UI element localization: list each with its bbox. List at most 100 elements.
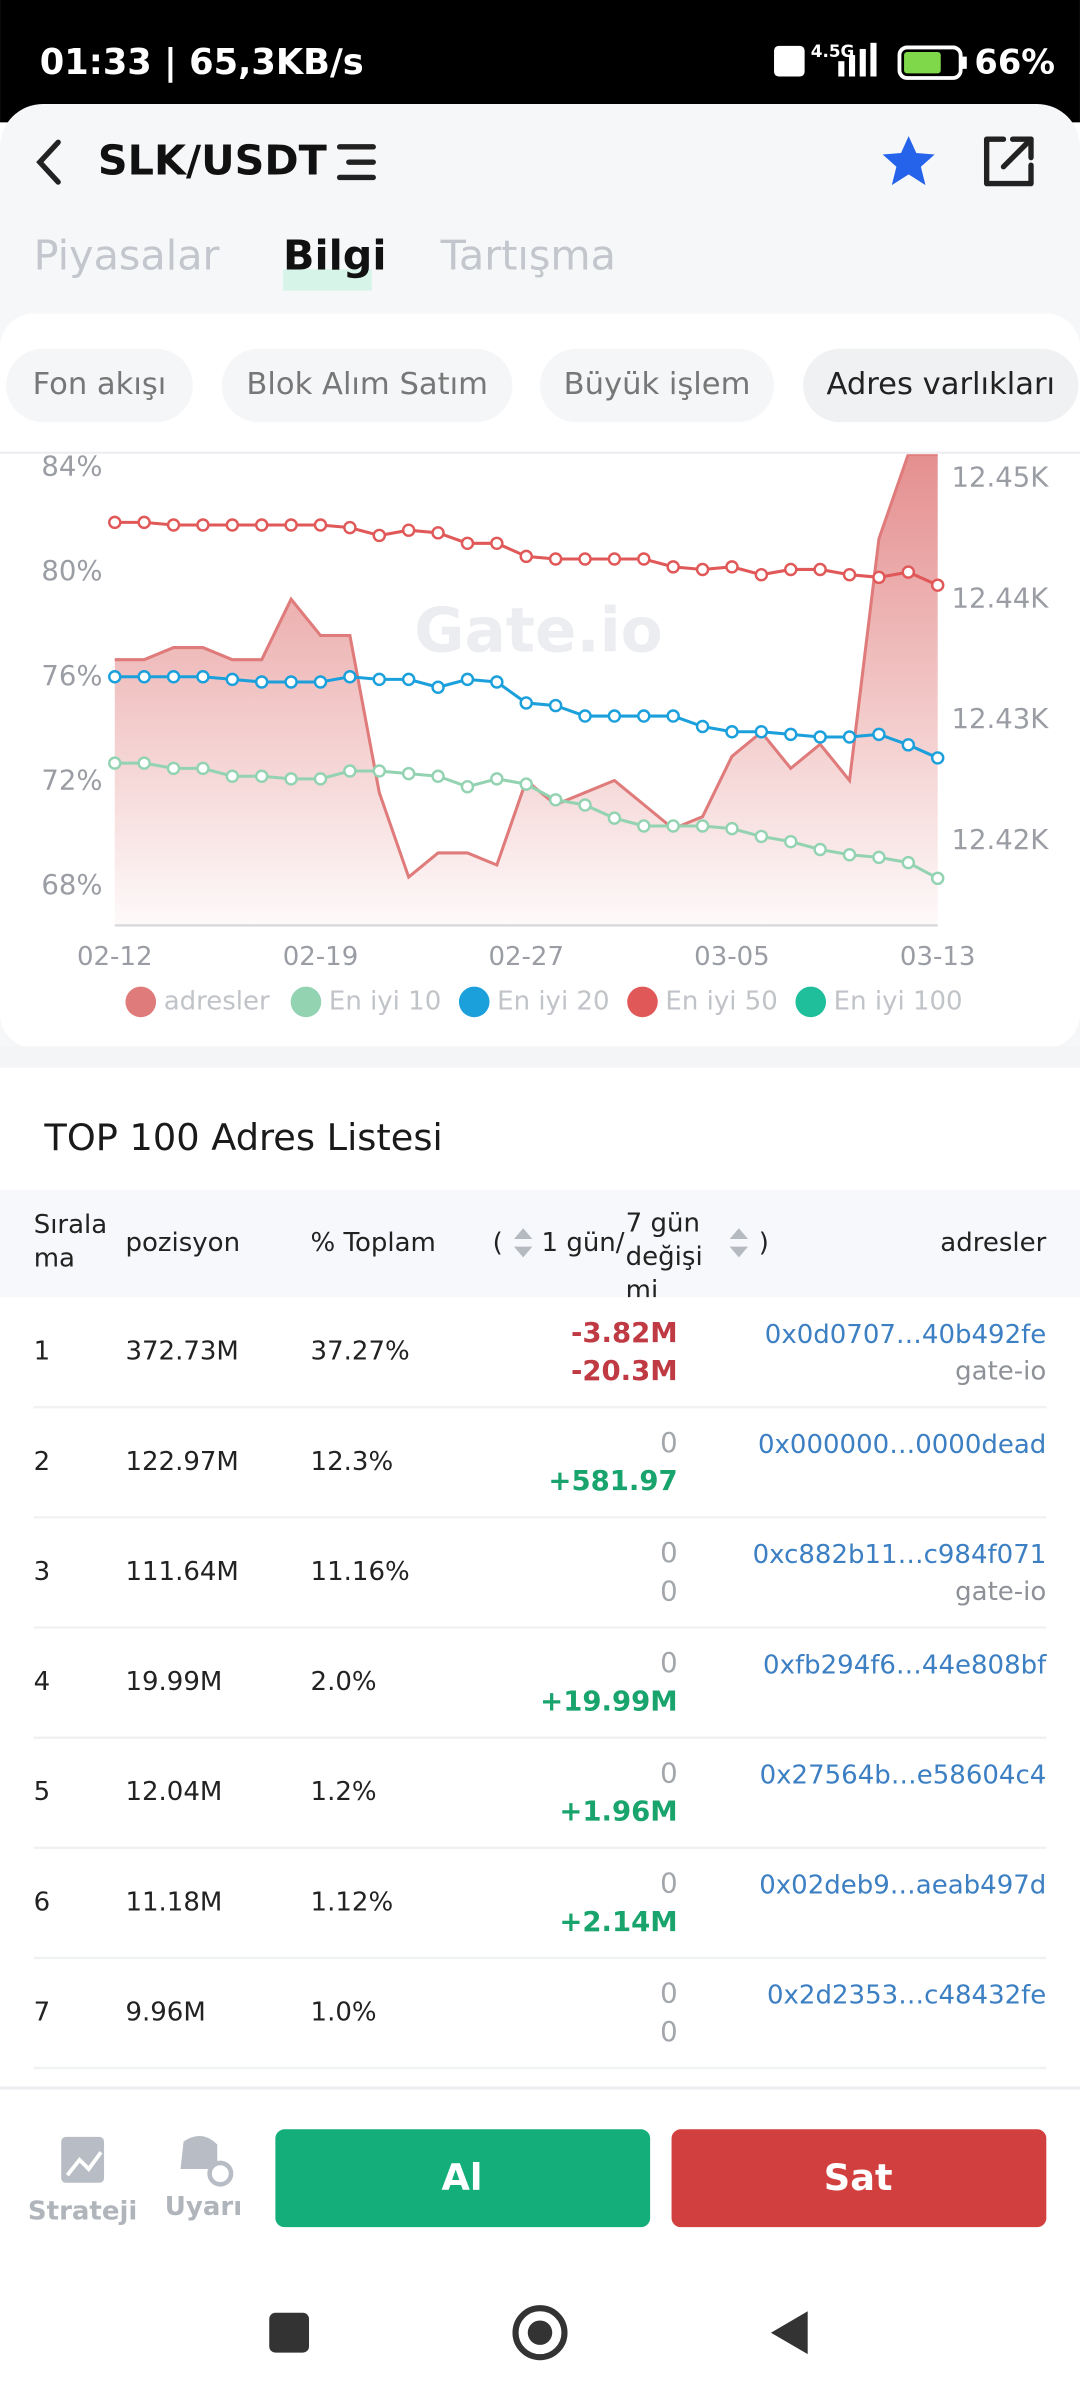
point bbox=[813, 562, 827, 577]
point bbox=[842, 730, 857, 744]
subtab[interactable]: Adres varlıkları bbox=[826, 367, 1055, 402]
legend-swatch[interactable] bbox=[290, 986, 322, 1018]
tab[interactable]: Bilgi bbox=[283, 232, 387, 280]
address[interactable]: 0x02deb9…aeab497d bbox=[759, 1871, 1046, 1901]
point bbox=[725, 560, 739, 574]
y2-tick-label: 12.44K bbox=[951, 582, 1049, 614]
point bbox=[372, 764, 387, 778]
percent: 12.3% bbox=[311, 1447, 394, 1477]
buy-label[interactable]: Al bbox=[441, 2156, 482, 2199]
nav-recents[interactable] bbox=[269, 2312, 310, 2353]
x-tick-label: 02-19 bbox=[283, 942, 359, 972]
tab[interactable]: Tartışma bbox=[440, 232, 616, 280]
point bbox=[108, 756, 122, 770]
active-tab-highlight bbox=[283, 269, 372, 291]
point bbox=[196, 761, 210, 776]
point bbox=[872, 727, 886, 742]
point bbox=[225, 518, 240, 532]
subtab[interactable]: Blok Alım Satım bbox=[246, 367, 487, 402]
address[interactable]: 0x0d0707…40b492fe bbox=[765, 1320, 1047, 1350]
subtab-pill[interactable] bbox=[6, 348, 193, 423]
position: 19.99M bbox=[125, 1667, 222, 1697]
position: 9.96M bbox=[125, 1998, 205, 2028]
point bbox=[578, 798, 592, 812]
change-1d: 0 bbox=[660, 1537, 678, 1569]
point bbox=[254, 518, 269, 532]
position: 111.64M bbox=[125, 1557, 238, 1587]
plot bbox=[108, 454, 945, 926]
sort-up[interactable] bbox=[729, 1228, 749, 1240]
sort-up[interactable] bbox=[513, 1228, 533, 1240]
point bbox=[872, 850, 886, 865]
point bbox=[108, 515, 122, 530]
nav-back[interactable] bbox=[770, 2311, 808, 2355]
subtab-pill[interactable] bbox=[540, 348, 775, 423]
pair-menu[interactable] bbox=[336, 144, 376, 181]
point bbox=[431, 680, 445, 694]
legend-label[interactable]: En iyi 100 bbox=[834, 986, 963, 1016]
buy-button[interactable] bbox=[275, 2129, 651, 2228]
strategy-label[interactable]: Strateji bbox=[28, 2196, 137, 2226]
subtab[interactable]: Fon akışı bbox=[33, 367, 167, 402]
change-1d: 0 bbox=[660, 1647, 678, 1679]
table-header-bg bbox=[0, 1190, 1080, 1298]
address[interactable]: 0xc882b11…c984f071 bbox=[753, 1540, 1047, 1570]
nav-home[interactable] bbox=[512, 2305, 568, 2361]
point bbox=[490, 536, 504, 551]
rank: 2 bbox=[34, 1447, 51, 1477]
point bbox=[637, 709, 651, 723]
address[interactable]: 0x2d2353…c48432fe bbox=[767, 1981, 1046, 2011]
address-tag: gate-io bbox=[955, 1577, 1046, 1607]
point bbox=[196, 518, 210, 532]
strategy-icon[interactable] bbox=[61, 2136, 105, 2183]
legend-label[interactable]: adresler bbox=[164, 986, 270, 1016]
legend-label[interactable]: En iyi 10 bbox=[329, 986, 441, 1016]
position: 122.97M bbox=[125, 1447, 238, 1477]
subtab-pill[interactable] bbox=[221, 348, 513, 423]
address[interactable]: 0x27564b…e58604c4 bbox=[760, 1760, 1047, 1790]
point bbox=[784, 562, 798, 577]
point bbox=[460, 779, 475, 794]
percent: 1.0% bbox=[311, 1998, 377, 2028]
point bbox=[490, 772, 504, 786]
point bbox=[754, 567, 769, 582]
legend-label[interactable]: En iyi 50 bbox=[665, 986, 777, 1016]
sort-down[interactable] bbox=[729, 1246, 749, 1258]
favorite-star[interactable] bbox=[882, 136, 935, 186]
point bbox=[401, 523, 416, 537]
sort-down[interactable] bbox=[513, 1246, 533, 1258]
address[interactable]: 0x000000…0000dead bbox=[758, 1430, 1046, 1460]
legend-swatch[interactable] bbox=[795, 986, 827, 1018]
legend-label[interactable]: En iyi 20 bbox=[497, 986, 609, 1016]
point bbox=[607, 709, 622, 723]
point bbox=[372, 528, 387, 543]
sell-button[interactable] bbox=[671, 2129, 1047, 2228]
legend-swatch[interactable] bbox=[627, 986, 658, 1018]
point bbox=[490, 675, 504, 689]
point bbox=[578, 552, 592, 566]
change-7d: +2.14M bbox=[559, 1906, 677, 1938]
status-time: 01:33 | 65,3KB/s bbox=[40, 42, 364, 83]
point bbox=[166, 670, 181, 684]
rank: 1 bbox=[34, 1337, 51, 1367]
point bbox=[401, 766, 416, 781]
point bbox=[784, 727, 798, 742]
change-1d: 0 bbox=[660, 1757, 678, 1789]
tab[interactable]: Piyasalar bbox=[34, 232, 220, 280]
point bbox=[901, 855, 916, 870]
subtab-pill[interactable] bbox=[803, 348, 1079, 423]
rank: 7 bbox=[34, 1998, 51, 2028]
point bbox=[842, 848, 857, 862]
alert-label[interactable]: Uyarı bbox=[165, 2192, 242, 2222]
legend-swatch[interactable] bbox=[125, 986, 157, 1018]
back-button[interactable] bbox=[36, 139, 61, 185]
alert-icon[interactable] bbox=[180, 2136, 234, 2187]
y-tick-label: 68% bbox=[41, 869, 102, 901]
change-1d: 0 bbox=[660, 1427, 678, 1459]
address[interactable]: 0xfb294f6…44e808bf bbox=[763, 1650, 1047, 1680]
sell-label[interactable]: Sat bbox=[824, 2156, 893, 2199]
legend-swatch[interactable] bbox=[458, 986, 490, 1018]
x-tick-label: 02-12 bbox=[77, 942, 153, 972]
share-button[interactable] bbox=[983, 136, 1034, 187]
subtab[interactable]: Büyük işlem bbox=[564, 367, 751, 402]
